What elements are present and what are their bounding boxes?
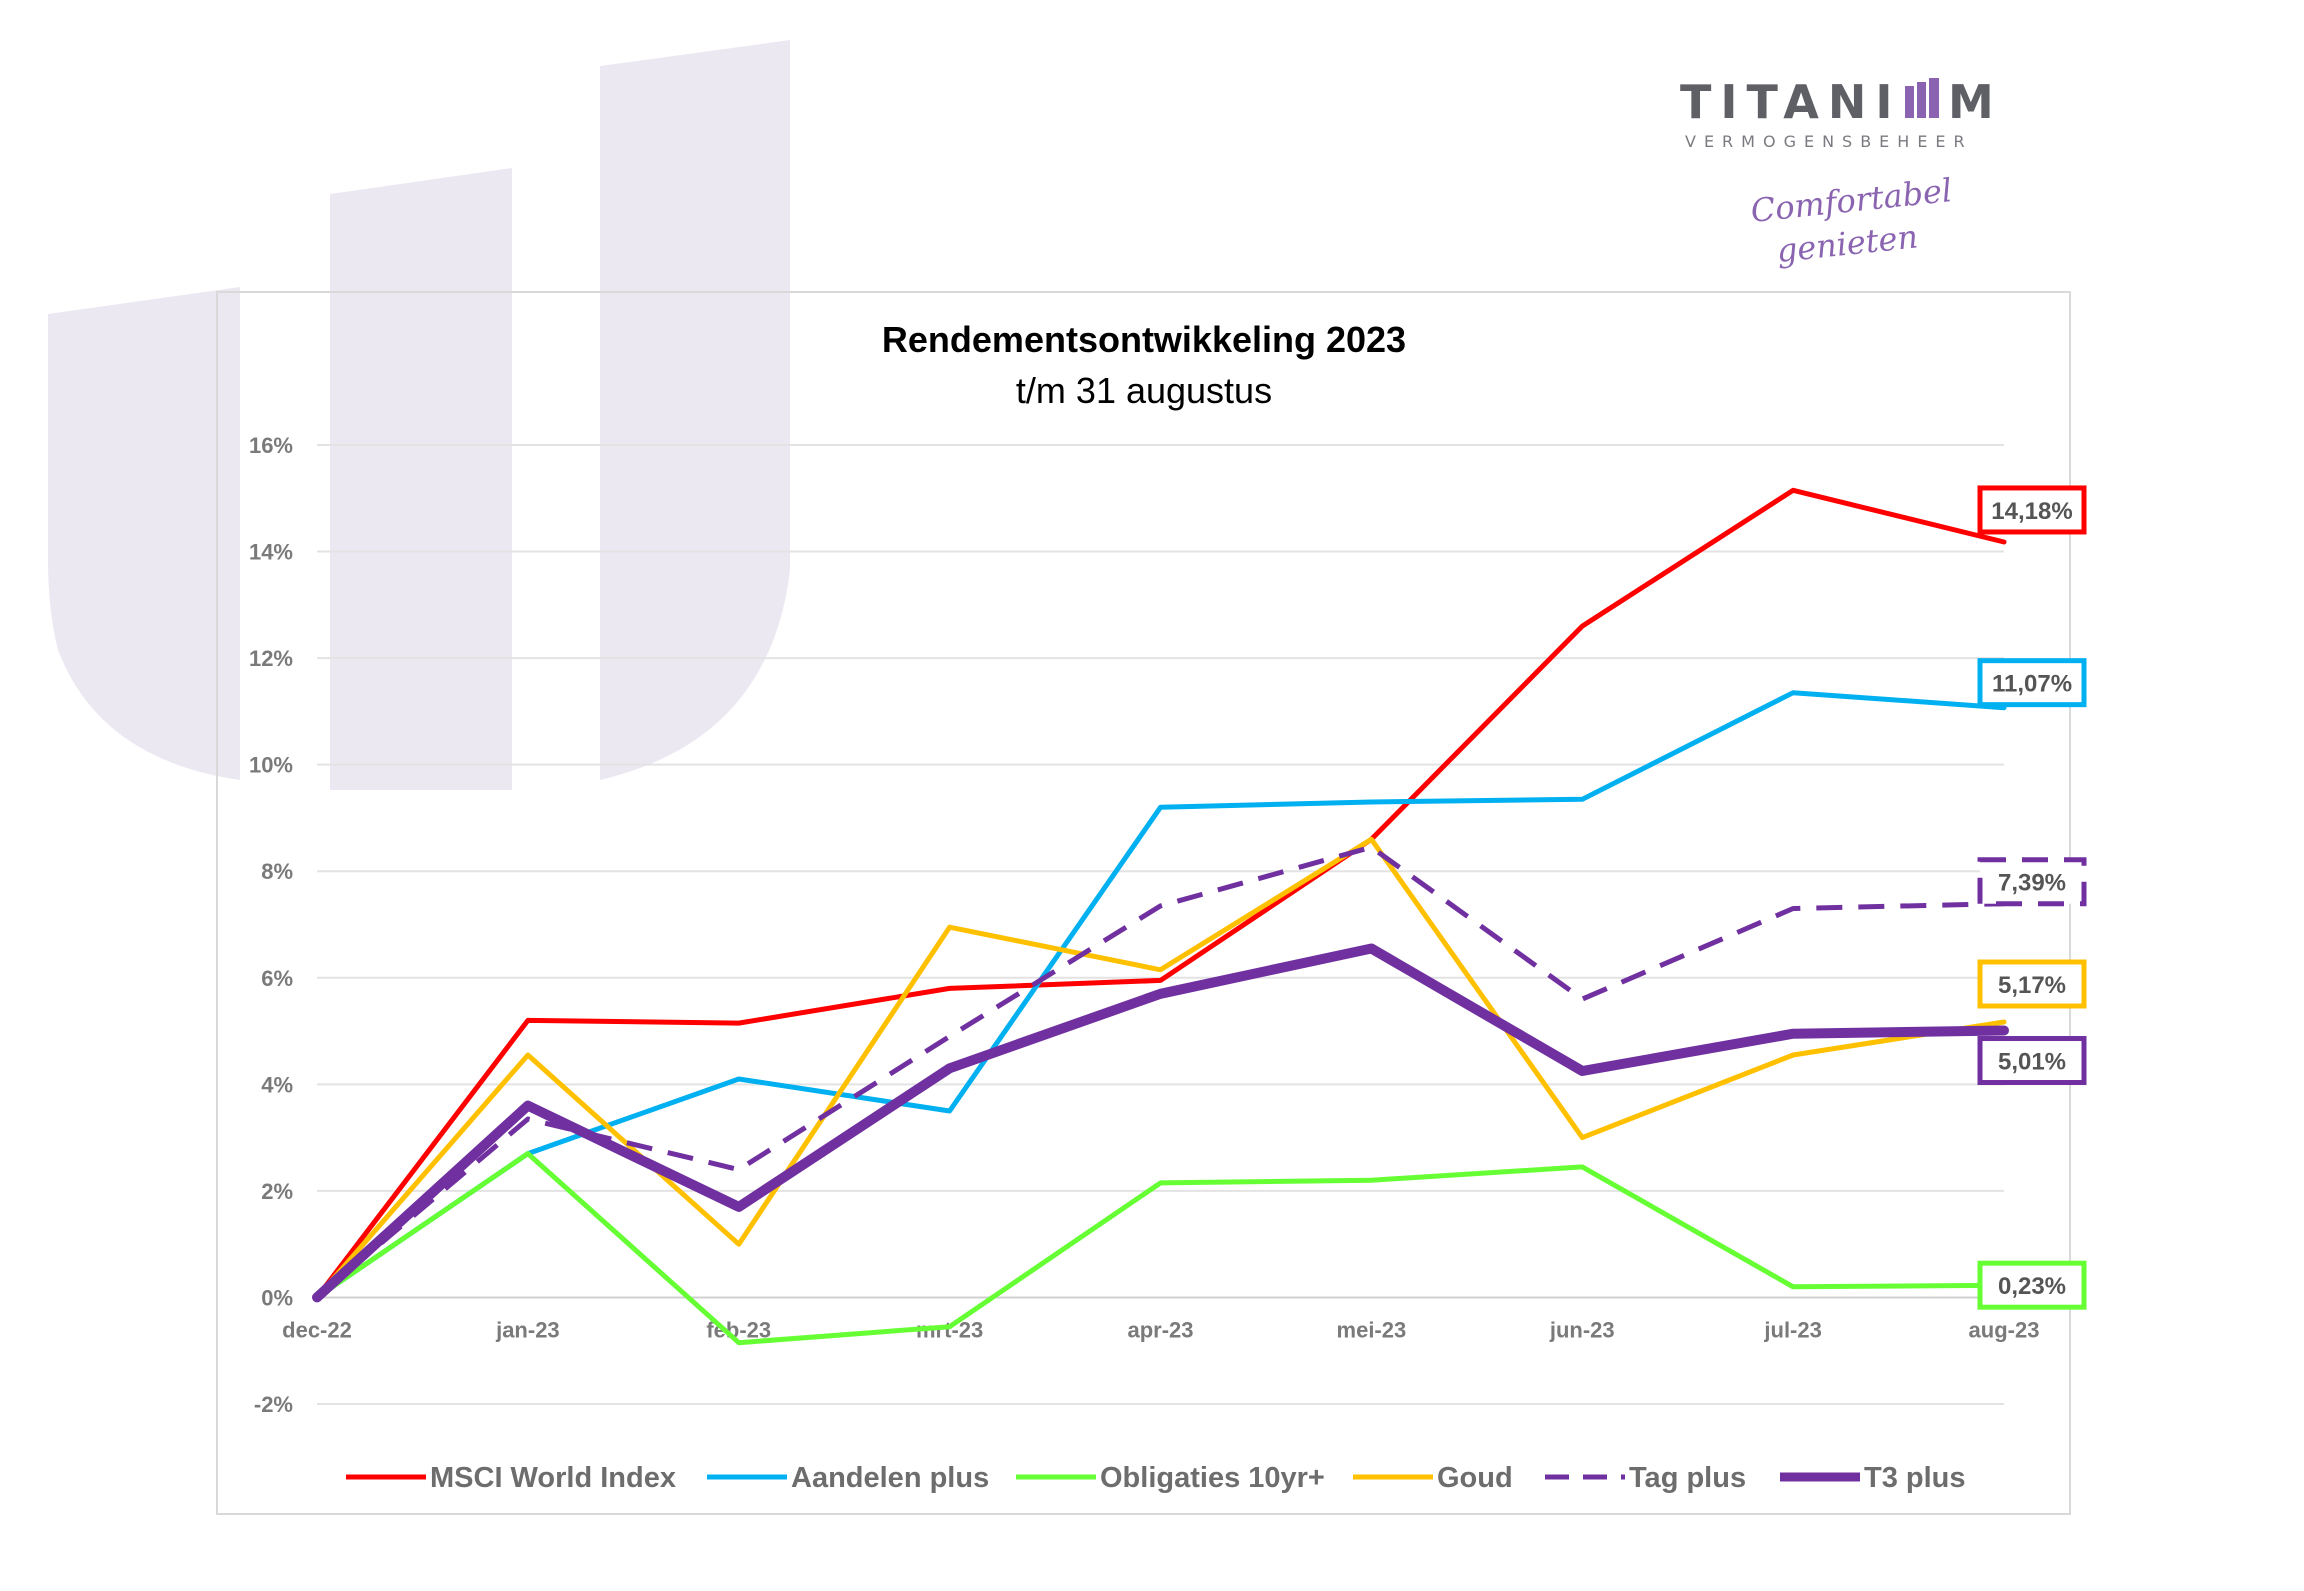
x-tick-label: apr-23 [1127,1317,1193,1342]
end-value-labels: 14,18% 11,07% 0,23% 5,17% 7,39% 5,01% [1977,485,2087,1310]
legend-item-t3-plus: T3 plus [1780,1462,1966,1494]
brand-logo: TITANI M VERMOGENSBEHEER Comfortabel gen… [1680,75,2003,270]
legend-label: Goud [1437,1462,1513,1494]
y-tick-label: 8% [261,859,293,884]
end-label-aandelen-plus: 11,07% [1977,658,2087,708]
x-tick-label: dec-22 [282,1317,352,1342]
end-label-tag-plus: 7,39% [1977,857,2087,907]
end-label-text: 14,18% [1991,498,2072,525]
end-label-text: 7,39% [1998,870,2066,897]
series-line-aandelen-plus [314,690,2007,1300]
end-label-box [1977,485,2087,535]
y-tick-label: -2% [254,1392,293,1417]
y-tick-label: 14% [249,540,293,565]
legend-item-aandelen-plus: Aandelen plus [707,1462,989,1494]
end-label-text: 5,01% [1998,1049,2066,1076]
series-line-obligaties-10yr [314,1151,2007,1346]
brand-bars-icon [1905,78,1939,118]
legend: MSCI World Index Aandelen plus Obligaties … [346,1462,1966,1494]
brand-name-part1: TITANI [1680,75,1902,129]
end-label-text: 5,17% [1998,972,2066,999]
y-tick-label: 12% [249,646,293,671]
x-axis-ticks: dec-22 jan-23 feb-23 mrt-23 apr-23 mei-23 jun-… [282,1317,2039,1342]
legend-label: T3 plus [1864,1462,1966,1494]
brand-slogan-line1: Comfortabel [1749,171,1954,230]
end-label-box [1977,1260,2087,1310]
x-tick-label: jan-23 [495,1317,560,1342]
end-label-text: 0,23% [1998,1273,2066,1300]
watermark-logo-icon [48,40,790,790]
end-label-msci-world-index: 14,18% [1977,485,2087,535]
end-label-box [1977,959,2087,1009]
y-tick-label: 4% [261,1072,293,1097]
y-axis-ticks: -2% 0% 2% 4% 6% 8% 10% 12% 14% 16% [249,433,293,1417]
y-tick-label: 6% [261,966,293,991]
x-tick-label: aug-23 [1969,1317,2040,1342]
legend-label: MSCI World Index [430,1462,676,1494]
end-label-box [1977,857,2087,907]
end-label-box [1977,658,2087,708]
end-label-obligaties-10yr: 0,23% [1977,1260,2087,1310]
y-tick-label: 0% [261,1285,293,1310]
y-tick-label: 10% [249,753,293,778]
legend-label: Aandelen plus [791,1462,989,1494]
legend-item-obligaties-10yr: Obligaties 10yr+ [1016,1462,1325,1494]
x-tick-label: jun-23 [1549,1317,1615,1342]
x-tick-label: mei-23 [1337,1317,1407,1342]
series-lines [312,487,2009,1346]
end-label-t3-plus: 5,01% [1977,1036,2087,1086]
gridlines [317,444,2004,1405]
legend-label: Tag plus [1629,1462,1746,1494]
legend-item-goud: Goud [1353,1462,1513,1494]
series-line-t3-plus [312,943,2009,1303]
legend-label: Obligaties 10yr+ [1100,1462,1325,1494]
chart-subtitle: t/m 31 augustus [1016,370,1272,411]
end-label-goud: 5,17% [1977,959,2087,1009]
brand-name-part2: M [1948,75,2003,129]
end-label-box [1977,1036,2087,1086]
chart-title: Rendementsontwikkeling 2023 [882,319,1406,360]
series-line-goud [314,836,2007,1300]
series-line-msci-world-index [314,487,2007,1300]
end-label-text: 11,07% [1992,671,2072,698]
x-tick-label: jul-23 [1763,1317,1821,1342]
legend-item-msci-world-index: MSCI World Index [346,1462,676,1494]
y-tick-label: 16% [249,433,293,458]
brand-subtitle: VERMOGENSBEHEER [1685,132,1973,151]
y-tick-label: 2% [261,1179,293,1204]
legend-item-tag-plus: Tag plus [1545,1462,1746,1494]
